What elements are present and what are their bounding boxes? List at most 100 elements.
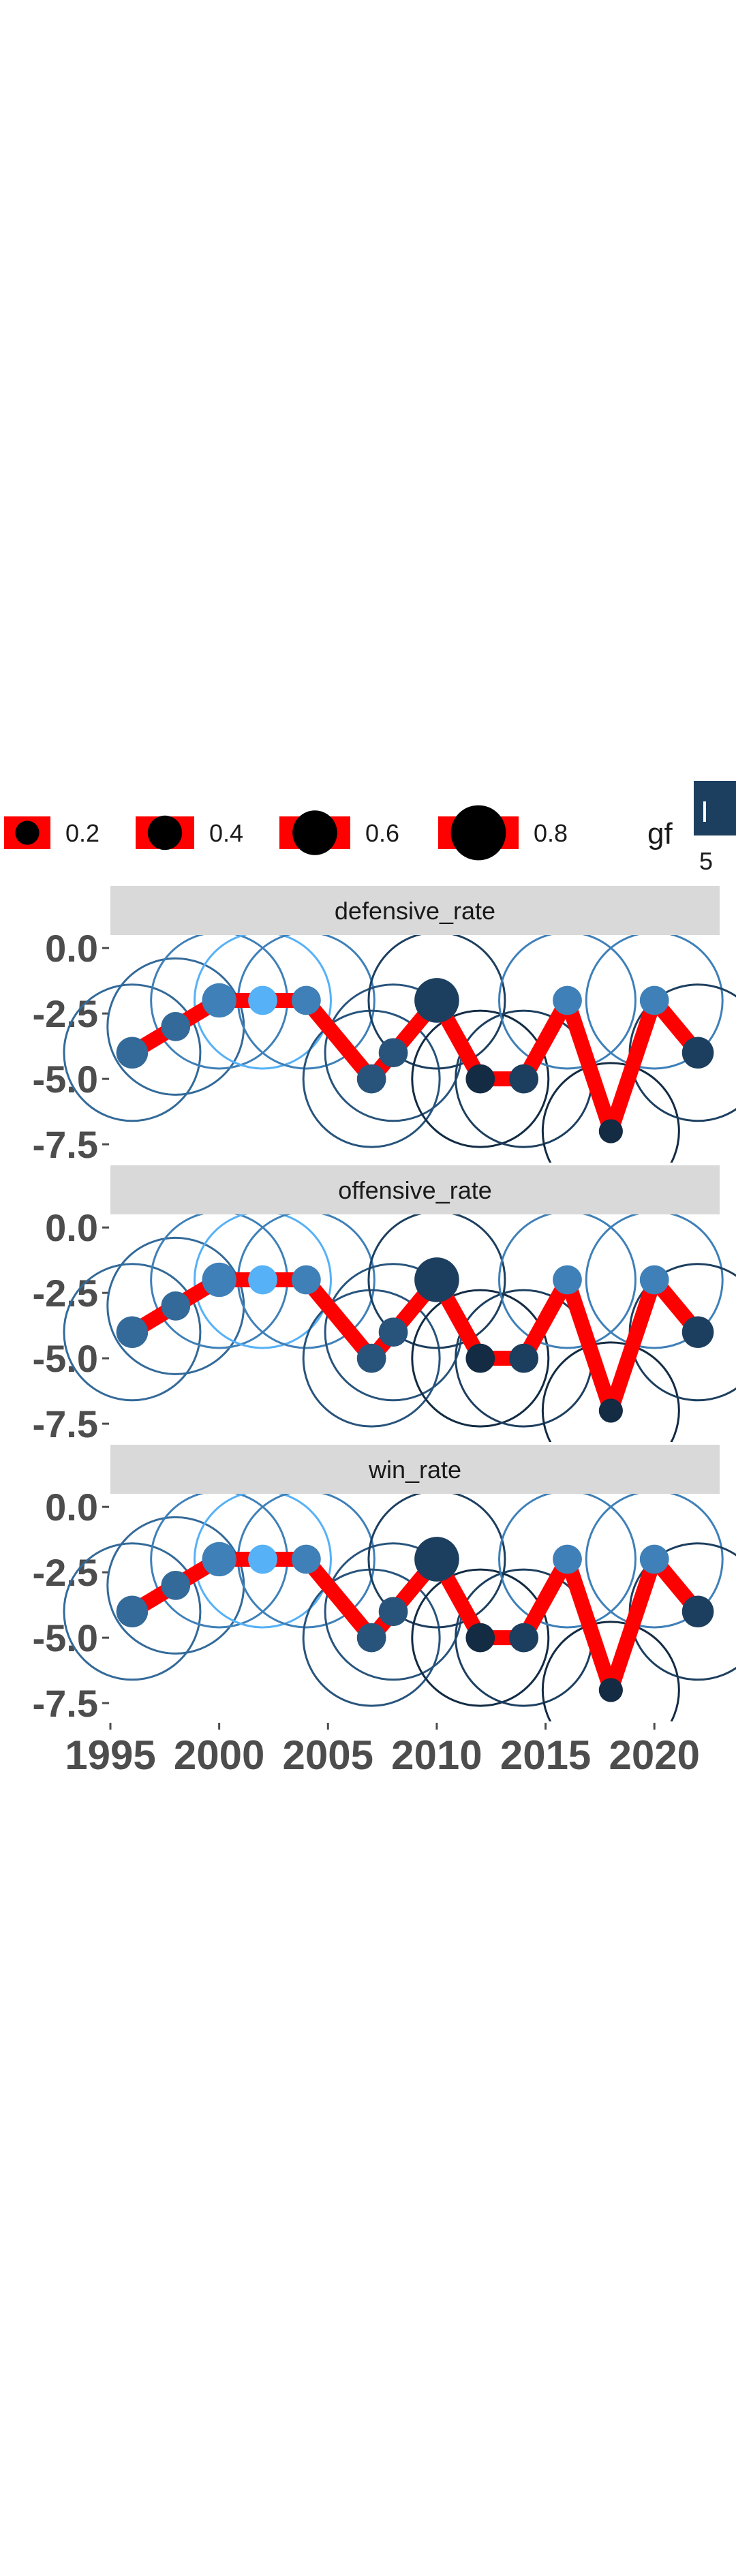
data-point: [378, 1317, 408, 1347]
outline-circle: [411, 1568, 550, 1707]
series-line: [300, 1554, 378, 1643]
facet-strip-label: win_rate: [368, 1456, 461, 1484]
legend-colorbar-label: 5: [699, 847, 713, 875]
data-point: [509, 1623, 539, 1653]
data-point: [356, 1064, 386, 1094]
outline-circle: [498, 1494, 637, 1629]
data-point: [161, 1570, 191, 1600]
outline-circle: [585, 1494, 724, 1629]
series-line: [603, 1557, 662, 1693]
legend-size-label: 0.2: [65, 819, 99, 847]
outline-circle: [498, 1214, 637, 1349]
data-point: [681, 1037, 714, 1069]
data-point: [598, 1398, 623, 1423]
data-point: [465, 1623, 495, 1653]
series-line: [517, 996, 574, 1083]
data-point: [509, 1343, 539, 1373]
data-point: [116, 1037, 149, 1069]
data-point: [291, 1544, 321, 1574]
panels: defensive_rate0.0-2.5-5.0-7.5offensive_r…: [33, 886, 736, 1725]
data-point: [161, 1011, 191, 1041]
series-line: [560, 1557, 618, 1693]
y-tick-label: -2.5: [33, 1551, 99, 1594]
x-tick-label: 2020: [609, 1732, 699, 1778]
data-point: [553, 1265, 582, 1295]
legend-key-point: [147, 815, 183, 850]
x-tick-label: 2015: [500, 1732, 591, 1778]
outline-circle: [585, 1214, 724, 1349]
data-point: [202, 1262, 236, 1298]
legend-size-label: 0.6: [365, 819, 399, 847]
legend-colorbar-tick: [703, 801, 706, 822]
legend-size-label: 0.4: [209, 819, 243, 847]
legend-key-point: [292, 810, 337, 855]
data-point: [248, 1544, 277, 1574]
y-tick-label: -2.5: [33, 992, 99, 1035]
data-point: [356, 1343, 386, 1373]
data-point: [414, 978, 459, 1023]
outline-circle: [63, 983, 202, 1122]
data-point: [414, 1257, 459, 1302]
data-point: [639, 1265, 669, 1295]
data-point: [378, 1597, 408, 1627]
x-tick-label: 2005: [283, 1732, 373, 1778]
outline-circle: [498, 935, 637, 1070]
data-point: [598, 1678, 623, 1702]
data-point: [248, 985, 277, 1015]
y-tick-label: -7.5: [33, 1682, 99, 1725]
data-point: [639, 1544, 669, 1574]
outline-circle: [194, 1214, 332, 1349]
series-line: [517, 1276, 574, 1362]
outline-circle: [541, 1062, 680, 1163]
y-tick-label: 0.0: [45, 927, 98, 970]
y-tick-label: -7.5: [33, 1123, 99, 1166]
outline-circle: [585, 935, 724, 1070]
x-tick-label: 1995: [65, 1732, 155, 1778]
data-point: [553, 1544, 582, 1574]
y-tick-label: -7.5: [33, 1402, 99, 1445]
series-line: [603, 1277, 662, 1413]
legend-colorbar: [694, 781, 736, 835]
outline-circle: [302, 1009, 441, 1148]
outline-circle: [541, 1621, 680, 1721]
outline-circle: [194, 1494, 332, 1629]
data-point: [248, 1265, 277, 1295]
data-point: [378, 1038, 408, 1068]
outline-circle: [63, 1542, 202, 1681]
facet-strip: [110, 1165, 720, 1214]
x-axis: 1995 2000 2005 2010 2015 2020: [65, 1723, 700, 1778]
series-line: [560, 998, 618, 1134]
y-tick-label: 0.0: [45, 1486, 98, 1529]
legend-size-label: 0.8: [534, 819, 568, 847]
legend-key-point: [15, 821, 40, 845]
data-point: [681, 1595, 714, 1628]
facet-strip: [110, 1445, 720, 1494]
x-tick-label: 2000: [174, 1732, 264, 1778]
data-point: [639, 985, 669, 1015]
data-point: [465, 1064, 495, 1094]
y-tick-label: 0.0: [45, 1206, 98, 1249]
data-point: [202, 983, 236, 1018]
x-tick-label: 2010: [391, 1732, 482, 1778]
data-point: [291, 985, 321, 1015]
series-line: [517, 1555, 574, 1642]
outline-circle: [411, 1289, 550, 1428]
outline-circle: [411, 1009, 550, 1148]
data-point: [681, 1316, 714, 1349]
data-point: [291, 1265, 321, 1295]
outline-circle: [367, 935, 506, 1070]
outline-circle: [541, 1341, 680, 1442]
outline-circle: [194, 935, 332, 1070]
plot-area: [63, 1494, 736, 1721]
data-point: [598, 1119, 623, 1144]
outline-circle: [367, 1214, 506, 1349]
data-point: [356, 1623, 386, 1653]
data-point: [465, 1343, 495, 1373]
outline-circle: [302, 1289, 441, 1428]
outline-circle: [63, 1263, 202, 1402]
outline-circle: [302, 1568, 441, 1707]
